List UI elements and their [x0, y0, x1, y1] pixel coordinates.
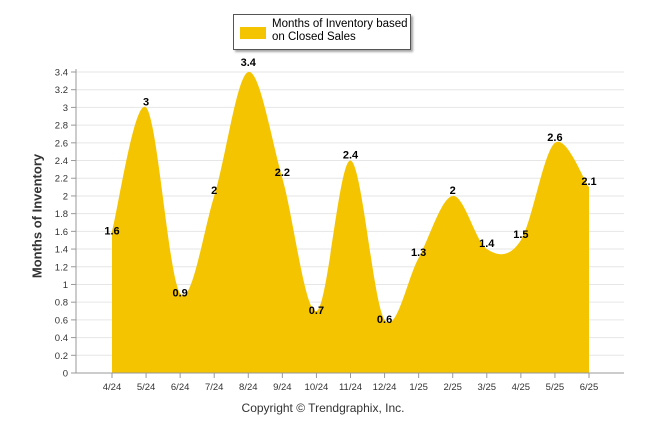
x-tick-label: 4/24: [103, 382, 122, 393]
data-label: 2.4: [343, 150, 359, 162]
data-label: 2.2: [275, 167, 290, 179]
legend: Months of Inventory based on Closed Sale…: [233, 14, 411, 50]
data-label: 0.7: [309, 305, 324, 317]
x-tick-label: 4/25: [512, 382, 531, 393]
y-tick-label: 2.4: [55, 156, 68, 167]
copyright-text: Copyright © Trendgraphix, Inc.: [241, 401, 405, 415]
y-tick-label: 3.2: [55, 85, 68, 96]
x-tick-label: 2/25: [443, 382, 462, 393]
area-fill: [112, 71, 589, 373]
data-label: 1.3: [411, 247, 426, 259]
x-tick-label: 11/24: [339, 382, 362, 393]
y-tick-label: 1.4: [55, 245, 68, 256]
x-tick-label: 5/24: [137, 382, 156, 393]
y-tick-label: 0.2: [55, 351, 68, 362]
data-label: 1.6: [104, 225, 119, 237]
y-tick-label: 0.8: [55, 298, 68, 309]
data-label: 2.6: [547, 132, 562, 144]
x-tick-label: 3/25: [478, 382, 497, 393]
y-tick-label: 0.6: [55, 315, 68, 326]
y-tick-label: 3: [63, 103, 68, 114]
data-label: 3.4: [241, 57, 257, 69]
y-tick-label: 1.2: [55, 262, 68, 273]
y-tick-label: 1.8: [55, 209, 68, 220]
data-label: 1.4: [479, 238, 495, 250]
x-tick-label: 6/25: [580, 382, 599, 393]
data-label: 2: [450, 185, 456, 197]
data-label: 2.1: [581, 176, 596, 188]
area-series: [111, 71, 590, 373]
x-tick-label: 9/24: [273, 382, 292, 393]
data-label: 0.6: [377, 314, 392, 326]
y-tick-label: 2.2: [55, 174, 68, 185]
y-axis-title: Months of Inventory: [29, 153, 45, 279]
x-tick-label: 12/24: [373, 382, 397, 393]
legend-label: Months of Inventory based on Closed Sale…: [272, 18, 408, 43]
y-tick-label: 3.4: [55, 68, 68, 79]
y-tick-label: 1: [63, 280, 68, 291]
axes: 0 0.2 0.4 0.6 0.8 1 1.2 1.4 1.6 1.8 2 2.2 2.4 2.6 2.8 3…: [55, 68, 624, 393]
y-tick-label: 1.6: [55, 227, 68, 238]
y-tick-label: 0.4: [55, 333, 68, 344]
y-tick-label: 2: [63, 191, 68, 202]
x-tick-label: 8/24: [239, 382, 258, 393]
data-label: 0.9: [172, 287, 187, 299]
x-tick-label: 7/24: [205, 382, 224, 393]
x-tick-label: 10/24: [305, 382, 329, 393]
data-label: 1.5: [513, 229, 528, 241]
y-tick-label: 2.8: [55, 121, 68, 132]
x-tick-label: 1/25: [409, 382, 428, 393]
x-tick-label: 5/25: [546, 382, 565, 393]
legend-swatch: [240, 27, 266, 39]
y-tick-label: 2.6: [55, 138, 68, 149]
y-tick-label: 0: [63, 369, 68, 380]
data-labels: 1.6 3 0.9 2 3.4 2.2 0.7 2.4 0.6 1.3 2 1.4 1.5 2.6 2.1: [104, 57, 596, 326]
data-label: 3: [143, 96, 149, 108]
x-tick-label: 6/24: [171, 382, 190, 393]
data-label: 2: [211, 185, 217, 197]
